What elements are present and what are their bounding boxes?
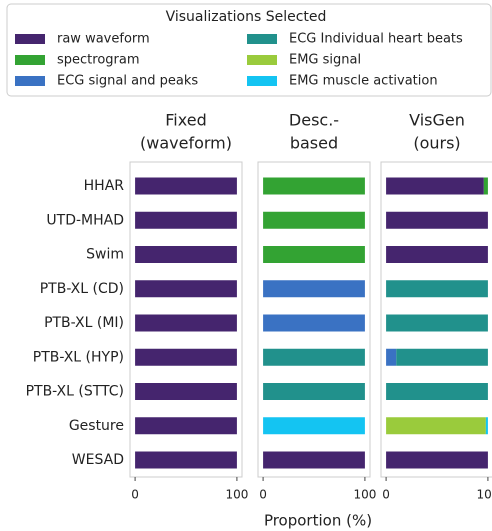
y-tick-label: PTB-XL (MI) xyxy=(44,315,124,331)
bar-segment xyxy=(135,451,237,469)
panel-title: Desc.- xyxy=(289,111,339,130)
bar-segment xyxy=(263,451,365,469)
bar-segment xyxy=(483,177,488,195)
bar-segment xyxy=(135,246,237,263)
x-tick-label: 100 xyxy=(476,488,492,502)
y-tick-label: Gesture xyxy=(69,418,124,434)
bar-segment xyxy=(485,417,488,435)
y-tick-label: UTD-MHAD xyxy=(46,212,124,228)
x-axis-label: Proportion (%) xyxy=(264,512,372,530)
legend-label: ECG Individual heart beats xyxy=(289,32,463,47)
panel-title: VisGen xyxy=(409,111,465,130)
legend-swatch xyxy=(247,34,277,44)
bar-segment xyxy=(135,314,237,332)
bar-segment xyxy=(386,314,488,332)
bar-segment xyxy=(135,177,237,195)
y-tick-label: WESAD xyxy=(72,452,124,468)
legend-box xyxy=(6,3,492,97)
bar-segment xyxy=(263,246,365,263)
bar-segment xyxy=(386,383,488,400)
bar-segment xyxy=(386,211,488,229)
bar-segment xyxy=(386,246,488,263)
panel-title: based xyxy=(290,134,338,153)
panel-frame xyxy=(257,161,371,478)
bar-segment xyxy=(263,177,365,195)
bar-segment xyxy=(263,348,365,366)
bar-segment xyxy=(386,451,488,469)
x-tick-label: 0 xyxy=(259,488,267,502)
y-tick-label: PTB-XL (HYP) xyxy=(33,349,124,365)
x-tick-label: 0 xyxy=(382,488,390,502)
y-tick-label: PTB-XL (CD) xyxy=(40,281,124,297)
legend-label: ECG signal and peaks xyxy=(57,74,198,89)
y-tick-label: PTB-XL (STTC) xyxy=(26,384,124,400)
bar-segment xyxy=(135,280,237,298)
bar-segment xyxy=(263,314,365,332)
legend-label: EMG muscle activation xyxy=(289,74,438,89)
panel-title: Fixed xyxy=(165,111,206,130)
bar-segment xyxy=(263,417,365,435)
legend-title: Visualizations Selected xyxy=(166,9,327,25)
legend-swatch xyxy=(247,76,277,86)
bar-segment xyxy=(386,348,397,366)
bar-segment xyxy=(135,348,237,366)
bar-segment xyxy=(135,417,237,435)
bar-segment xyxy=(263,211,365,229)
x-tick-label: 100 xyxy=(225,488,248,502)
bar-segment xyxy=(263,383,365,400)
legend-label: EMG signal xyxy=(289,53,361,68)
legend-swatch xyxy=(15,55,45,65)
legend-swatch xyxy=(15,34,45,44)
legend-label: raw waveform xyxy=(57,32,150,47)
panel-frame xyxy=(380,161,492,478)
bar-segment xyxy=(386,417,486,435)
panel-title: (waveform) xyxy=(140,134,232,153)
bar-segment xyxy=(386,280,488,298)
y-tick-label: Swim xyxy=(86,247,124,263)
y-tick-label: HHAR xyxy=(84,178,125,194)
x-tick-label: 0 xyxy=(131,488,139,502)
bar-segment xyxy=(396,348,488,366)
legend-label: spectrogram xyxy=(57,53,140,68)
panel-title: (ours) xyxy=(413,134,460,153)
legend-swatch xyxy=(15,76,45,86)
bar-segment xyxy=(135,211,237,229)
x-tick-label: 100 xyxy=(353,488,376,502)
bar-segment xyxy=(135,383,237,400)
panel-frame xyxy=(129,161,243,478)
bar-segment xyxy=(386,177,484,195)
legend-swatch xyxy=(247,55,277,65)
bar-segment xyxy=(263,280,365,298)
